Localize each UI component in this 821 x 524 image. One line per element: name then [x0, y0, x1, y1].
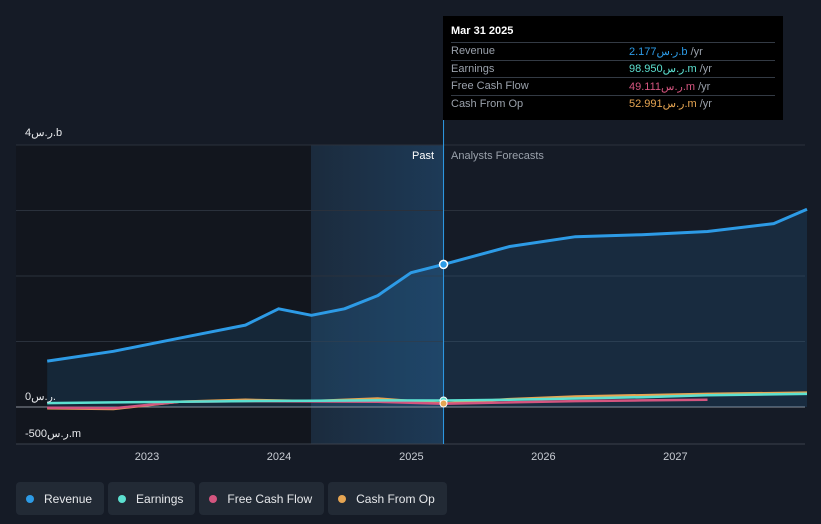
earnings-line — [47, 392, 808, 405]
y-axis-zero-label: 0ر.س. — [25, 391, 56, 403]
tooltip-row-unit: /yr — [696, 63, 712, 76]
legend-item-revenue[interactable]: Revenue — [16, 482, 105, 515]
legend-item-free-cash-flow[interactable]: Free Cash Flow — [199, 482, 325, 515]
legend-item-cash-from-op[interactable]: Cash From Op — [328, 482, 447, 515]
past-label: Past — [412, 150, 435, 162]
tooltip: Mar 31 2025 Revenue 2.177ر.س.b /yr Earning… — [443, 16, 783, 120]
tooltip-row-value: 49.111ر.س.m — [629, 80, 696, 93]
revenue-marker — [438, 259, 449, 270]
tooltip-row: Revenue 2.177ر.س.b /yr — [451, 42, 775, 60]
legend-label: Cash From Op — [356, 491, 435, 506]
tooltip-row: Cash From Op 52.991ر.س.m /yr — [451, 94, 775, 113]
legend-label: Earnings — [136, 491, 184, 506]
x-tick-label: 2025 — [399, 451, 424, 463]
revenue-line — [46, 207, 808, 363]
x-tick-label: 2026 — [531, 451, 556, 463]
cash-from-op-marker — [439, 399, 448, 408]
tooltip-row-value: 2.177ر.س.b — [629, 45, 688, 58]
tooltip-row-label: Earnings — [451, 62, 495, 75]
tooltip-row-unit: /yr — [687, 45, 703, 58]
free-cash-flow-line — [47, 398, 708, 410]
x-tick-label: 2024 — [266, 451, 292, 463]
x-tick-label: 2023 — [134, 451, 160, 463]
legend-label: Free Cash Flow — [227, 491, 313, 506]
y-axis-bottom-label: -500ر.س.m — [25, 428, 82, 440]
tooltip-row-label: Revenue — [451, 45, 496, 58]
tooltip-date: Mar 31 2025 — [451, 25, 514, 37]
forecast-label: Analysts Forecasts — [451, 150, 544, 162]
tooltip-row-value: 98.950ر.س.m — [629, 63, 697, 76]
legend-label: Revenue — [44, 491, 93, 506]
legend-dot-icon — [338, 494, 347, 503]
x-tick-label: 2027 — [663, 451, 688, 463]
tooltip-row-label: Free Cash Flow — [451, 80, 529, 93]
legend-dot-icon — [118, 494, 127, 503]
legend-item-earnings[interactable]: Earnings — [108, 482, 196, 515]
y-axis-top-label: 4ر.س.b — [25, 127, 63, 139]
tooltip-row-value: 52.991ر.س.m — [629, 98, 697, 111]
tooltip-row: Earnings 98.950ر.س.m /yr — [451, 59, 775, 78]
tooltip-row: Free Cash Flow 49.111ر.س.m /yr — [451, 77, 775, 95]
tooltip-row-label: Cash From Op — [451, 97, 524, 110]
tooltip-row-unit: /yr — [696, 98, 712, 111]
revenue-area — [47, 209, 808, 407]
history-region — [16, 145, 311, 444]
tooltip-row-unit: /yr — [695, 80, 711, 93]
legend: Revenue Earnings Free Cash Flow Cash From O… — [16, 482, 447, 515]
legend-dot-icon — [26, 494, 34, 503]
legend-dot-icon — [209, 494, 218, 503]
